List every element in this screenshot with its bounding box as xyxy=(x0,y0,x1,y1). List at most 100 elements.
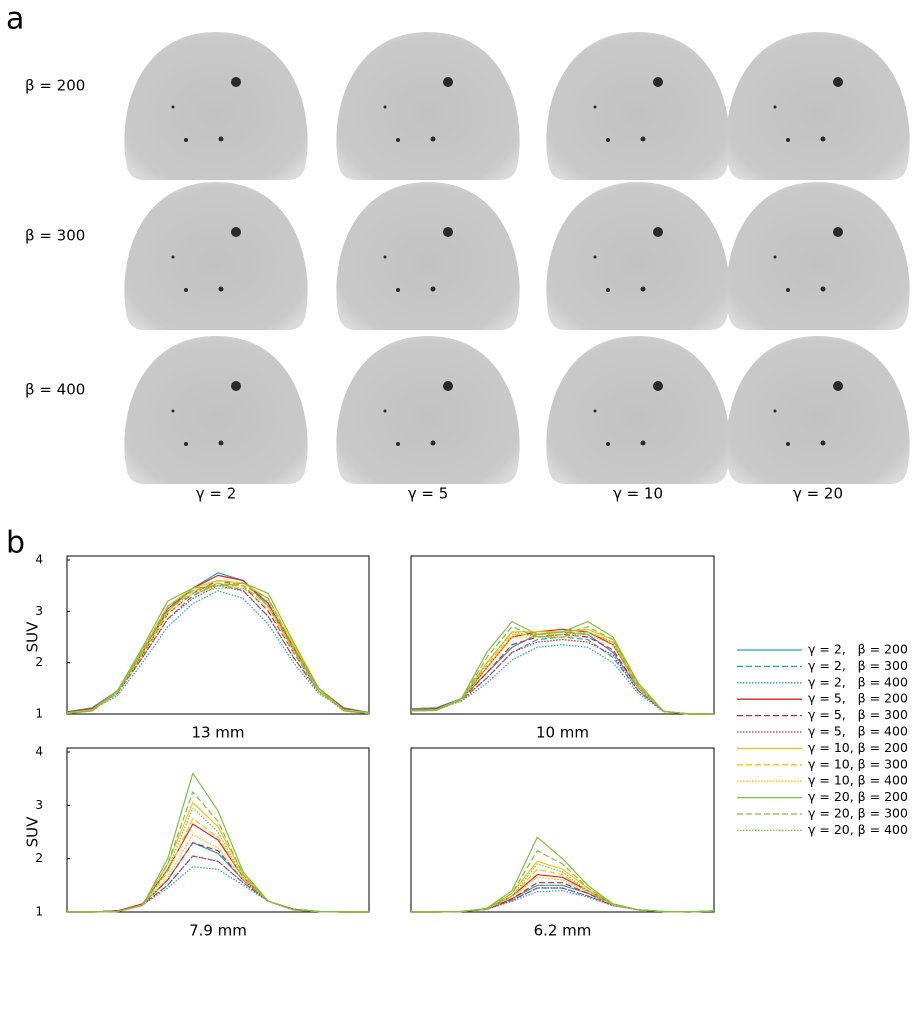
lesion xyxy=(653,381,663,391)
phantom-body xyxy=(546,336,730,484)
y-axis-label: SUV xyxy=(24,816,42,848)
lesion xyxy=(606,138,610,142)
column-label: γ = 5 xyxy=(408,485,449,503)
column-label: γ = 10 xyxy=(613,485,663,503)
legend-label: γ = 2, β = 300 xyxy=(808,658,908,673)
profile-line xyxy=(411,890,715,913)
lesion xyxy=(231,77,241,87)
lesion xyxy=(396,288,400,292)
profile-line xyxy=(411,887,715,913)
legend-label: γ = 5, β = 200 xyxy=(808,691,908,706)
lesion xyxy=(773,409,777,413)
y-tick-label: 4 xyxy=(35,745,43,759)
profile-line xyxy=(67,834,369,913)
legend-label: γ = 10, β = 200 xyxy=(808,740,908,755)
lesion xyxy=(383,105,387,109)
lesion xyxy=(218,286,224,292)
lesion xyxy=(773,105,777,109)
profile-line xyxy=(411,884,715,913)
profile-line xyxy=(411,850,715,913)
profile-line xyxy=(411,887,715,913)
profile-line xyxy=(67,772,369,913)
profile-line xyxy=(67,791,369,913)
profile-line xyxy=(411,860,715,913)
lesion xyxy=(833,381,843,391)
phantom-body xyxy=(726,182,910,330)
plot-frame xyxy=(410,747,715,913)
y-tick-label: 2 xyxy=(35,851,43,865)
legend-label: γ = 10, β = 300 xyxy=(808,756,908,771)
lesion xyxy=(396,442,400,446)
phantom-body xyxy=(546,182,730,330)
phantom-image xyxy=(336,32,520,180)
lesion xyxy=(443,77,453,87)
row-label: β = 200 xyxy=(25,77,85,95)
lesion xyxy=(443,381,453,391)
lesion xyxy=(653,227,663,237)
legend-label: γ = 20, β = 200 xyxy=(808,789,908,804)
lesion xyxy=(606,288,610,292)
profile-line xyxy=(411,644,714,715)
lesion xyxy=(786,138,790,142)
phantom-image xyxy=(546,182,730,330)
legend-label: γ = 20, β = 400 xyxy=(808,822,908,837)
profile-line xyxy=(411,863,715,913)
legend-label: γ = 5, β = 400 xyxy=(808,724,908,739)
profile-line xyxy=(410,639,714,715)
legend-label: γ = 5, β = 300 xyxy=(808,707,908,722)
lesion xyxy=(786,442,790,446)
lesion xyxy=(171,105,175,109)
x-axis-label: 13 mm xyxy=(191,724,244,742)
lesion xyxy=(820,440,826,446)
lesion xyxy=(593,255,597,259)
phantom-image xyxy=(726,336,910,484)
x-axis-label: 10 mm xyxy=(536,724,589,742)
lesion xyxy=(218,136,224,142)
panel-label: a xyxy=(6,2,24,37)
phantom-body xyxy=(336,182,520,330)
profile-line xyxy=(411,874,715,913)
row-label: β = 300 xyxy=(25,227,85,245)
y-tick-label: 3 xyxy=(35,604,43,618)
profile-line xyxy=(410,626,714,715)
lesion xyxy=(184,442,188,446)
y-tick-label: 1 xyxy=(35,905,43,919)
profile-line xyxy=(66,572,370,714)
phantom-body xyxy=(124,32,308,180)
y-axis-label: SUV xyxy=(24,621,42,653)
lesion xyxy=(430,440,436,446)
lesion xyxy=(184,288,188,292)
lesion xyxy=(383,255,387,259)
lesion xyxy=(833,227,843,237)
phantom-image xyxy=(124,336,308,484)
lesion xyxy=(833,77,843,87)
lesion xyxy=(171,255,175,259)
phantom-body xyxy=(336,32,520,180)
lesion xyxy=(773,255,777,259)
phantom-image xyxy=(546,336,730,484)
lesion xyxy=(640,286,646,292)
profile-line xyxy=(66,585,370,715)
lesion xyxy=(171,409,175,413)
phantom-body xyxy=(124,182,308,330)
lesion xyxy=(383,409,387,413)
phantom-body xyxy=(726,336,910,484)
y-tick-label: 3 xyxy=(35,798,43,812)
phantom-image xyxy=(546,32,730,180)
lesion xyxy=(231,381,241,391)
plot-frame xyxy=(66,747,370,913)
plot-frame xyxy=(66,555,370,715)
lesion xyxy=(396,138,400,142)
lesion xyxy=(593,105,597,109)
phantom-image xyxy=(336,336,520,484)
panel-label: b xyxy=(6,526,25,561)
lesion xyxy=(218,440,224,446)
legend-label: γ = 2, β = 200 xyxy=(808,642,908,657)
profile-line xyxy=(67,802,369,913)
column-label: γ = 2 xyxy=(196,485,237,503)
lesion xyxy=(820,286,826,292)
lesion xyxy=(184,138,188,142)
profile-line xyxy=(67,842,369,913)
phantom-body xyxy=(336,336,520,484)
